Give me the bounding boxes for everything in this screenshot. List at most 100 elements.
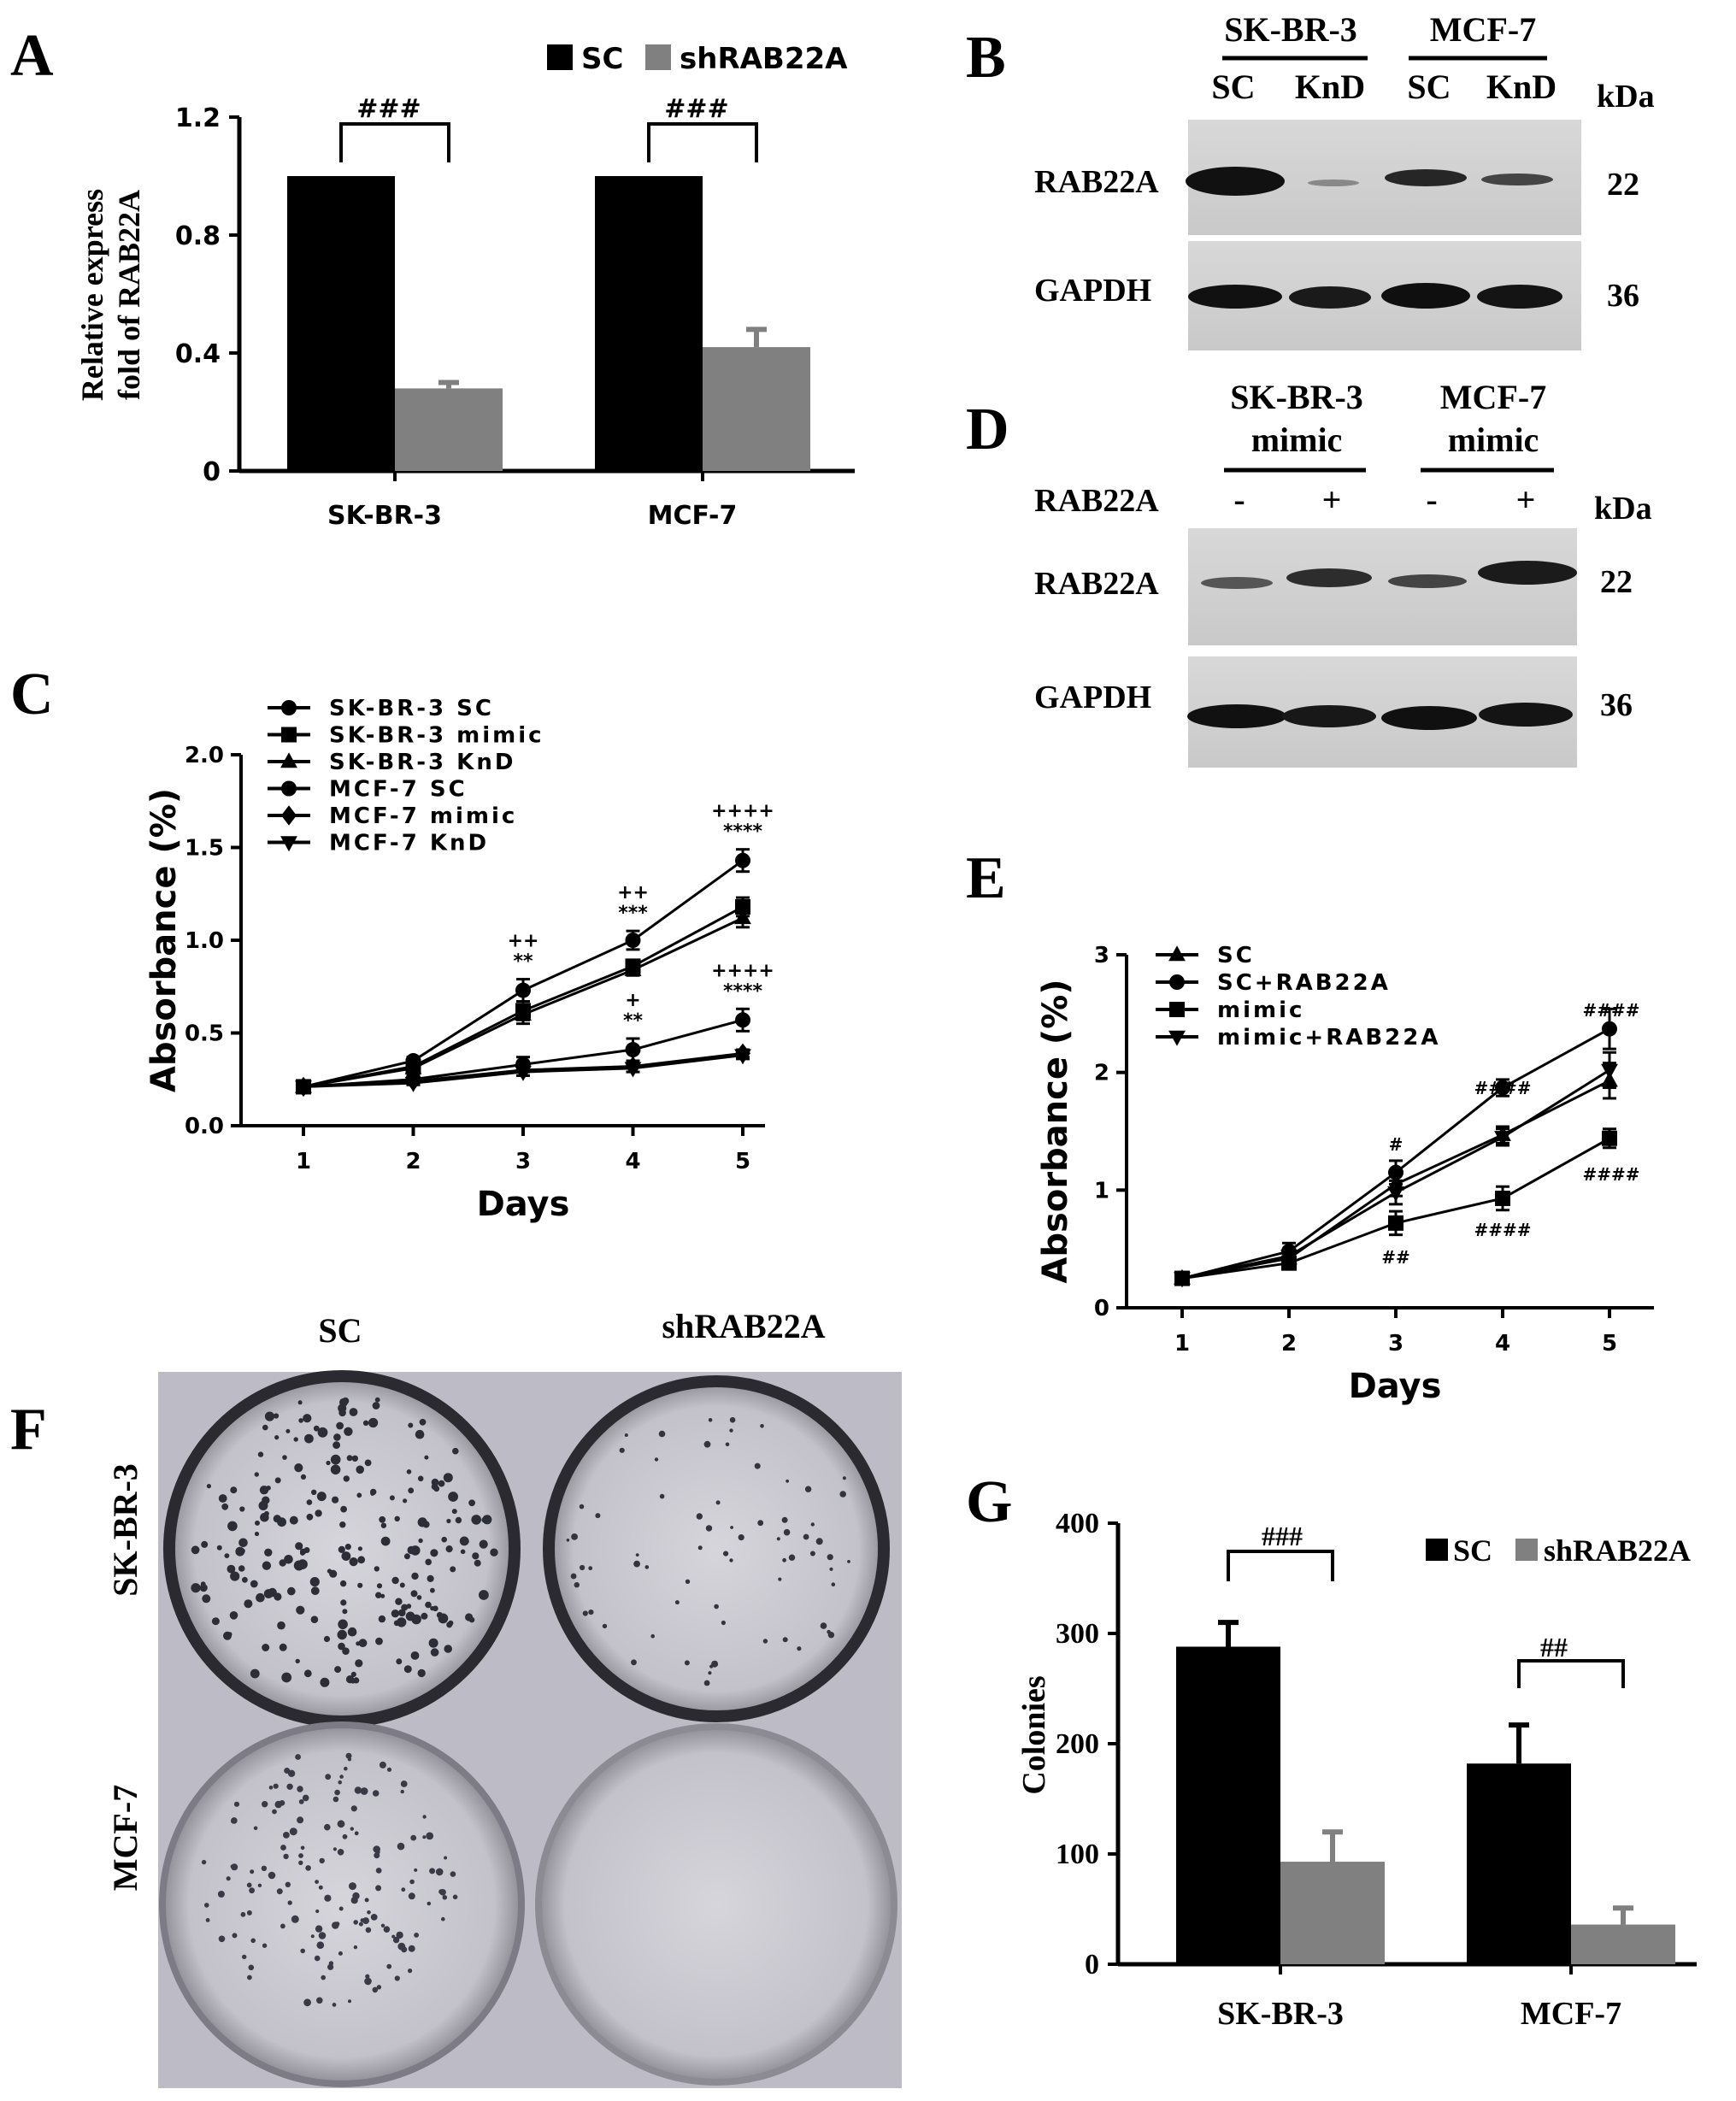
- colony-dot: [365, 1927, 372, 1933]
- colony-dot: [332, 1796, 339, 1803]
- bar-shrab22a-mcf-7: [703, 347, 810, 471]
- data-point-sk-br-3-knd: [404, 1058, 422, 1074]
- colony-dot: [313, 1425, 320, 1432]
- colony-dot: [468, 1616, 475, 1623]
- colony-dot: [345, 1752, 352, 1759]
- colony-dot: [226, 1876, 231, 1881]
- colony-dot: [703, 1680, 710, 1686]
- colony-dot: [443, 1473, 453, 1483]
- colony-dot: [191, 1583, 201, 1593]
- colony-dot: [602, 1623, 608, 1629]
- colony-dot: [619, 1447, 625, 1453]
- y-tick-label: 1.0: [185, 928, 224, 954]
- colony-dot: [408, 1892, 415, 1900]
- colony-dot: [776, 1537, 780, 1541]
- colony-dot: [829, 1567, 833, 1571]
- y-tick-label: 0.4: [175, 339, 221, 369]
- colony-dot: [295, 1542, 303, 1551]
- colony-dot: [293, 1437, 298, 1442]
- colony-dot: [571, 1533, 578, 1540]
- colony-dot: [338, 1619, 348, 1630]
- colony-dot: [298, 1853, 303, 1858]
- blot-treatment-label: RAB22A: [1034, 483, 1159, 519]
- data-point-sk-br-3-knd: [734, 909, 751, 925]
- significance-bracket: [339, 122, 450, 162]
- colony-dot: [430, 1587, 435, 1593]
- kda-value-22: 22: [1600, 564, 1633, 600]
- data-point-sc-rab22a: [1495, 1080, 1510, 1096]
- colony-dot: [400, 1789, 404, 1794]
- colony-dot: [345, 1675, 355, 1684]
- colony-dot: [250, 1580, 258, 1588]
- colony-dot: [809, 1551, 815, 1557]
- colony-dot: [452, 1894, 458, 1900]
- colony-dot: [714, 1604, 719, 1610]
- colony-dot: [284, 1768, 291, 1774]
- x-tick-label-sk-br-3: SK-BR-3: [1217, 1996, 1344, 2032]
- colony-dot: [781, 1516, 788, 1523]
- y-tick-label: 200: [1056, 1728, 1099, 1760]
- colony-dot: [396, 1658, 403, 1665]
- colony-dot: [263, 1589, 274, 1598]
- x-tick-label: 2: [405, 1149, 421, 1174]
- colony-dot: [425, 1558, 433, 1566]
- legend-label-sk-br-3-sc: SK-BR-3 SC: [329, 696, 494, 721]
- colony-dot: [438, 1613, 449, 1624]
- colony-dot: [274, 1592, 282, 1601]
- colony-dot: [392, 1936, 400, 1944]
- blot-row-label-rab22a: RAB22A: [1034, 566, 1159, 602]
- colony-dot: [414, 1868, 418, 1872]
- colony-dot: [725, 1442, 730, 1447]
- colony-dot: [417, 1475, 424, 1482]
- colony-dot: [302, 1794, 309, 1802]
- colony-dot: [588, 1566, 593, 1571]
- legend-label-mimic: mimic: [1217, 998, 1304, 1023]
- colony-dot: [729, 1428, 733, 1433]
- colony-dot: [287, 1900, 292, 1905]
- y-tick-label: 100: [1056, 1839, 1099, 1870]
- colony-dot: [344, 1427, 353, 1437]
- colony-dot: [351, 1455, 358, 1462]
- colony-dot: [340, 1505, 347, 1513]
- colony-dot: [386, 1963, 392, 1969]
- sig-label-mcf: ###: [664, 94, 728, 124]
- colony-dot: [280, 1845, 286, 1851]
- colony-dot: [319, 1857, 325, 1864]
- legend-label-sc: SC: [581, 42, 623, 76]
- colony-dot: [338, 1642, 345, 1651]
- colony-dot: [762, 1639, 768, 1644]
- legend-label-sc: SC: [1217, 943, 1255, 968]
- x-tick-label: 5: [1602, 1331, 1617, 1357]
- colony-dot: [391, 1934, 396, 1939]
- colony-dot: [332, 1496, 339, 1504]
- data-point-mcf-7-knd: [295, 1080, 312, 1097]
- data-point-sc-rab22a: [1388, 1164, 1404, 1180]
- colony-dot: [474, 1559, 481, 1567]
- colony-dot: [316, 1492, 327, 1502]
- blot-group-sub-mcf: mimic: [1448, 421, 1539, 459]
- colony-dot: [397, 1842, 405, 1851]
- blot-band: [1477, 285, 1562, 309]
- colony-dot: [442, 1895, 448, 1900]
- petri-dish-mcf-sc: [159, 1721, 525, 2087]
- colony-dot: [396, 1931, 403, 1939]
- data-point-sk-br-3-mimic: [735, 898, 750, 915]
- colony-dot: [274, 1800, 282, 1809]
- colony-dot: [633, 1560, 640, 1568]
- colony-dot: [323, 1635, 331, 1643]
- colony-dot: [316, 1997, 323, 2004]
- colony-dot: [355, 1659, 363, 1668]
- colony-dot: [350, 1629, 356, 1636]
- colony-dot: [315, 1880, 319, 1885]
- colony-dot: [294, 1463, 303, 1473]
- y-tick-label: 0: [1085, 1949, 1099, 1980]
- colony-dot: [246, 1882, 252, 1888]
- colony-dot: [364, 1898, 369, 1903]
- colony-dot: [827, 1632, 835, 1639]
- colony-dot: [408, 1487, 415, 1494]
- blot-group-sub-sk: mimic: [1251, 421, 1343, 459]
- panel-letter-d: D: [966, 397, 1009, 462]
- data-point-mcf-7-knd: [404, 1076, 422, 1092]
- bar-sc-mcf-7: [595, 176, 703, 471]
